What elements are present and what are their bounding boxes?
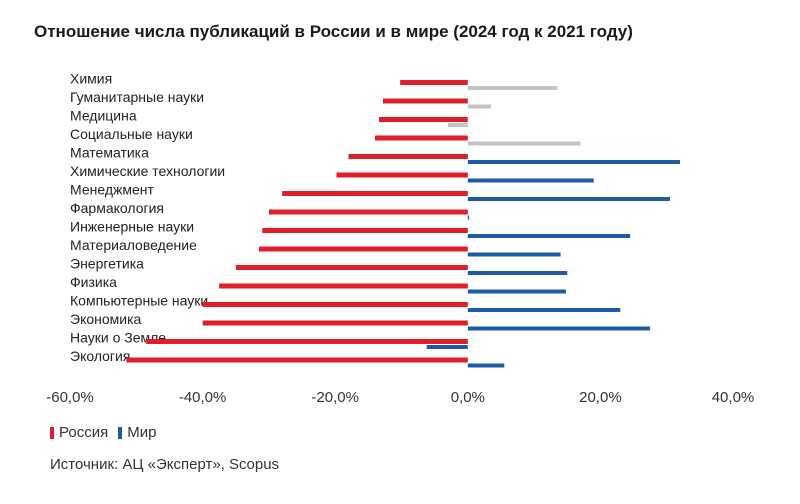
legend-label-russia: Россия	[59, 424, 109, 441]
x-tick-label: 40,0%	[712, 389, 755, 406]
bar-russia	[202, 320, 468, 326]
category-label: Менеджмент	[70, 182, 154, 198]
bar-world	[467, 234, 631, 238]
bar-russia	[219, 283, 468, 289]
category-label: Социальные науки	[70, 126, 193, 142]
category-label: Химия	[70, 71, 112, 87]
category-label: Математика	[70, 145, 149, 161]
x-tick-label: -60,0%	[46, 389, 94, 406]
bar-russia	[262, 228, 468, 233]
bar-russia	[374, 135, 468, 141]
bar-world	[467, 160, 680, 164]
bar-russia	[268, 209, 468, 215]
bar-world	[467, 215, 470, 220]
bar-russia	[382, 98, 468, 104]
bar-world	[467, 289, 566, 294]
category-label: Фармакология	[70, 200, 164, 216]
x-tick-label: -40,0%	[179, 389, 227, 406]
category-label: Науки о Земле	[70, 330, 166, 346]
category-label: Материаловедение	[70, 237, 197, 253]
bar-world	[467, 86, 558, 90]
bar-russia	[258, 246, 468, 252]
bar-world	[467, 326, 651, 331]
category-label: Химические технологии	[70, 163, 225, 179]
bar-russia	[282, 191, 468, 196]
category-label: Энергетика	[70, 256, 144, 272]
bar-world	[467, 178, 594, 183]
bar-russia	[400, 80, 468, 85]
bar-world	[467, 104, 492, 109]
bar-russia	[146, 339, 468, 344]
chart-title: Отношение числа публикаций в России и в …	[34, 22, 633, 41]
bar-russia	[336, 172, 468, 178]
bar-world	[467, 141, 581, 146]
category-label: Медицина	[70, 108, 137, 124]
legend-item-world: Мир	[118, 424, 156, 441]
legend-label-world: Мир	[127, 424, 157, 441]
bar-russia	[378, 117, 468, 122]
bar-russia	[348, 154, 468, 159]
legend-item-russia: Россия	[50, 424, 108, 441]
category-label: Экономика	[70, 311, 142, 327]
x-tick-label: -20,0%	[311, 389, 359, 406]
x-tick-label: 20,0%	[579, 389, 622, 406]
bar-world	[447, 123, 468, 127]
category-label: Гуманитарные науки	[70, 89, 204, 105]
bar-chart: Химия Гуманитарные науки Медицина Социальны…	[46, 71, 755, 406]
category-label: Инженерные науки	[70, 219, 194, 235]
category-label: Экология	[70, 348, 130, 364]
bar-russia	[235, 265, 468, 270]
source-note: Источник: АЦ «Эксперт», Scopus	[50, 456, 280, 473]
legend-swatch-world	[118, 426, 123, 439]
bar-world	[467, 271, 568, 275]
bar-russia	[126, 357, 468, 363]
category-label: Компьютерные науки	[70, 293, 208, 309]
bar-world	[467, 308, 621, 312]
bar-world	[426, 345, 468, 349]
bar-world	[467, 252, 561, 257]
bar-russia	[202, 302, 468, 307]
bar-world	[467, 363, 505, 368]
bar-world	[467, 197, 671, 201]
x-tick-label: 0,0%	[451, 389, 485, 406]
legend-swatch-russia	[50, 426, 54, 439]
legend: Россия Мир	[50, 424, 156, 441]
category-label: Физика	[70, 274, 117, 290]
